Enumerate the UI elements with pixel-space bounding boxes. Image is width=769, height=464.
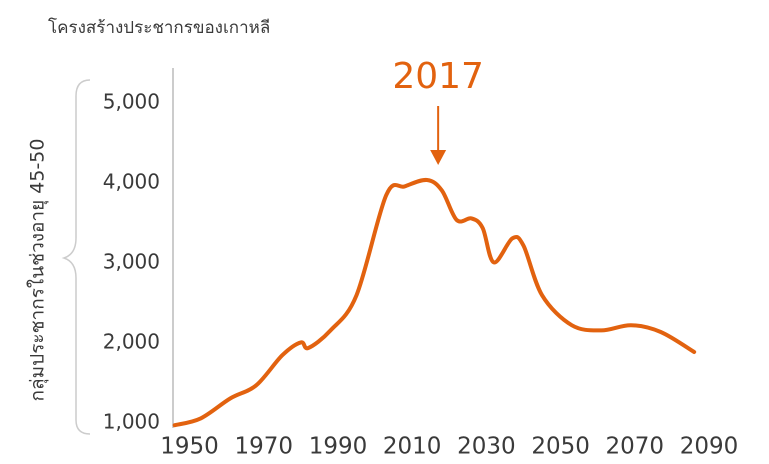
annotation-label: 2017 — [392, 56, 484, 97]
x-tick-label: 1990 — [309, 434, 368, 460]
line — [172, 177, 697, 428]
y-tick-label: 2,000 — [103, 330, 160, 354]
annotation-arrowhead — [430, 150, 447, 165]
x-tick-label: 1970 — [234, 434, 293, 460]
y-tick-label: 3,000 — [103, 250, 160, 274]
chart-title: โครงสร้างประชากรของเกาหลี — [48, 17, 270, 38]
x-tick-label: 2050 — [531, 434, 590, 460]
y-axis-label: กลุ่มประชากรในช่วงอายุ 45-50 — [27, 139, 50, 402]
y-tick-label: 4,000 — [103, 170, 160, 194]
x-tick-label: 2030 — [457, 434, 516, 460]
x-tick-label: 2010 — [383, 434, 442, 460]
y-tick-label: 1,000 — [103, 410, 160, 434]
x-tick-label: 2070 — [606, 434, 665, 460]
brace — [61, 79, 91, 435]
y-tick-label: 5,000 — [103, 90, 160, 114]
x-tick-label: 1950 — [160, 434, 219, 460]
x-tick-label: 2090 — [680, 434, 739, 460]
